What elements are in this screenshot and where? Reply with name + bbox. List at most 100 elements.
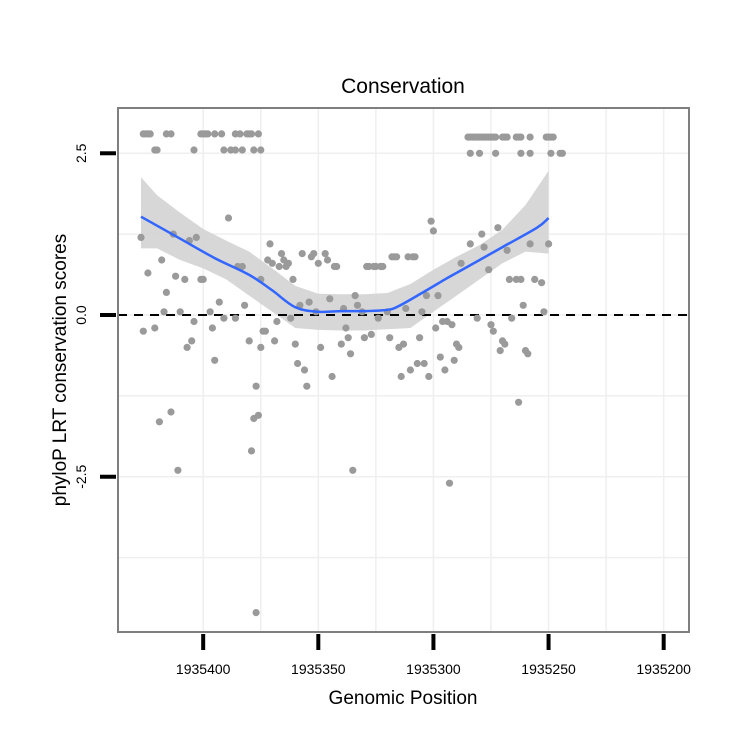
axes: 1935400 1935350 1935300 1935250 1935200 -2.5 0…: [73, 143, 691, 677]
data-point: [349, 466, 357, 474]
y-tick-label: 0.0: [73, 305, 89, 325]
data-point: [558, 149, 567, 157]
data-point: [517, 133, 525, 141]
data-point: [220, 314, 228, 322]
data-point: [531, 275, 539, 283]
data-point: [386, 334, 394, 342]
data-point: [277, 250, 286, 258]
data-point: [287, 314, 295, 322]
data-point: [344, 334, 352, 342]
y-axis-label: phyloP LRT conservation scores: [50, 234, 71, 507]
data-point: [432, 324, 440, 332]
data-point: [321, 250, 329, 258]
data-point: [422, 292, 431, 300]
data-point: [206, 308, 214, 316]
data-point: [538, 279, 546, 287]
data-point: [346, 350, 355, 358]
y-tick-label: -2.5: [73, 464, 89, 488]
data-point: [360, 334, 368, 342]
data-point: [273, 317, 281, 326]
x-tick-label: 1935350: [291, 661, 346, 677]
data-point: [151, 324, 159, 332]
data-point: [252, 382, 260, 390]
data-point: [418, 308, 426, 316]
data-point: [466, 240, 474, 248]
data-point: [420, 359, 428, 368]
data-point: [549, 133, 557, 141]
data-point: [231, 146, 239, 154]
data-point: [457, 259, 465, 267]
data-point: [503, 246, 511, 254]
data-point: [445, 479, 454, 487]
data-point: [489, 327, 497, 335]
data-point: [466, 149, 474, 157]
data-point: [434, 292, 442, 300]
data-point: [155, 418, 163, 426]
data-point: [254, 130, 262, 138]
data-point: [450, 356, 458, 364]
data-point: [172, 272, 180, 280]
data-point: [310, 250, 318, 258]
data-point: [218, 130, 226, 138]
data-point: [411, 253, 419, 261]
data-point: [526, 149, 534, 157]
data-point: [367, 330, 375, 338]
data-point: [480, 243, 488, 251]
data-point: [284, 259, 292, 267]
data-point: [397, 372, 405, 381]
data-point: [328, 372, 336, 381]
data-point: [215, 298, 223, 306]
data-point: [257, 146, 265, 154]
x-axis-label: Genomic Position: [329, 688, 478, 709]
data-point: [257, 343, 265, 351]
data-point: [160, 308, 168, 316]
data-point: [515, 398, 523, 406]
data-point: [427, 217, 435, 225]
data-point: [261, 327, 269, 335]
data-point: [524, 350, 532, 358]
data-point: [220, 146, 228, 154]
data-point: [162, 288, 170, 296]
data-point: [188, 337, 196, 345]
data-point: [399, 340, 408, 348]
data-point: [374, 314, 382, 322]
data-point: [252, 609, 260, 617]
data-point: [416, 334, 424, 342]
data-point: [247, 447, 256, 455]
data-point: [448, 321, 456, 329]
data-point: [519, 301, 527, 309]
data-point: [247, 130, 256, 138]
y-tick-label: 2.5: [73, 143, 89, 163]
data-point: [351, 292, 359, 300]
data-point: [167, 408, 175, 416]
data-point: [505, 275, 513, 283]
data-point: [268, 259, 276, 267]
data-point: [211, 356, 219, 364]
data-point: [492, 133, 500, 141]
data-point: [245, 337, 253, 345]
data-point: [192, 233, 200, 241]
data-point: [337, 340, 345, 348]
data-point: [429, 227, 437, 235]
data-point: [231, 314, 239, 322]
data-point: [547, 149, 555, 157]
x-tick-label: 1935300: [406, 661, 461, 677]
chart-title: Conservation: [341, 75, 465, 98]
data-point: [190, 146, 198, 154]
confidence-band-layer: [141, 170, 549, 331]
data-point: [291, 340, 299, 348]
data-point: [545, 240, 553, 248]
data-point: [501, 340, 509, 348]
data-point: [540, 308, 548, 316]
data-point: [266, 240, 274, 248]
data-point: [303, 382, 311, 390]
data-point: [254, 411, 262, 419]
data-point: [153, 146, 161, 154]
data-point: [455, 343, 463, 351]
data-point: [485, 266, 493, 274]
data-point: [294, 359, 302, 368]
data-point: [413, 359, 421, 368]
